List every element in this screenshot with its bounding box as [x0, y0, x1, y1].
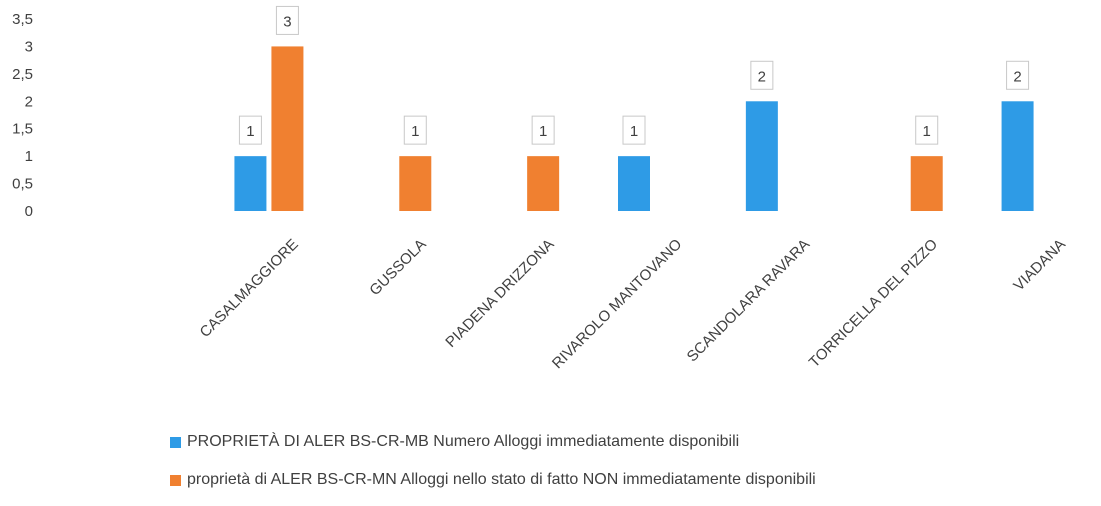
y-tick-label: 1,5	[12, 121, 33, 138]
data-label-box	[622, 115, 646, 145]
bar	[910, 156, 943, 211]
y-tick-label: 0	[25, 203, 33, 220]
data-label-box	[531, 115, 555, 145]
bar	[399, 156, 432, 211]
data-label: 1	[923, 123, 931, 140]
y-tick-label: 3	[25, 38, 33, 55]
data-label: 1	[411, 123, 419, 140]
data-label: 2	[1013, 68, 1021, 85]
x-tick-label: SCANDOLARA RAVARA	[684, 236, 814, 366]
y-axis: 0 0,5 1 1,5 2 2,5 3 3,5	[12, 11, 33, 220]
bar	[745, 101, 778, 211]
x-tick-label: TORRICELLA DEL PIZZO	[806, 236, 941, 371]
bar	[234, 156, 267, 211]
data-label-box	[1006, 60, 1030, 90]
data-label: 1	[246, 123, 254, 140]
legend-label-series-2: proprietà di ALER BS-CR-MN Alloggi nello…	[187, 471, 816, 488]
x-tick-label: VIADANA	[1010, 236, 1069, 295]
data-label-box	[275, 5, 299, 35]
x-tick-label: PIADENA DRIZZONA	[442, 236, 557, 351]
bars	[234, 46, 1034, 211]
y-tick-label: 0,5	[12, 176, 33, 193]
bar	[271, 46, 304, 211]
bar	[618, 156, 650, 211]
y-tick-label: 1	[25, 148, 33, 165]
x-tick-label: GUSSOLA	[366, 236, 429, 299]
data-label: 1	[630, 123, 638, 140]
x-tick-label: CASALMAGGIORE	[197, 236, 302, 341]
data-label-box	[750, 60, 774, 90]
data-label-box	[238, 115, 262, 145]
bar-chart: 0 0,5 1 1,5 2 2,5 3 3,5 1 3 1 1 1 2 1 2 CASALMAGGIORE G…	[12, 5, 1069, 372]
legend-item-series-1: PROPRIETÀ DI ALER BS-CR-MB Numero Allogg…	[170, 430, 1070, 454]
legend: PROPRIETÀ DI ALER BS-CR-MB Numero Allogg…	[170, 430, 1070, 506]
y-tick-label: 2,5	[12, 66, 33, 83]
legend-label-series-1: PROPRIETÀ DI ALER BS-CR-MB Numero Allogg…	[187, 433, 740, 450]
x-axis: CASALMAGGIORE GUSSOLA PIADENA DRIZZONARIVA…	[197, 236, 1069, 372]
data-label: 2	[758, 68, 766, 85]
y-tick-label: 2	[25, 93, 33, 110]
x-tick-label: RIVAROLO MANTOVANO	[549, 236, 685, 372]
data-label-box	[915, 115, 939, 145]
data-label: 1	[539, 123, 547, 140]
legend-item-series-2: proprietà di ALER BS-CR-MN Alloggi nello…	[170, 468, 1070, 492]
bar	[527, 156, 560, 211]
y-tick-label: 3,5	[12, 11, 33, 28]
data-label-box	[403, 115, 427, 145]
data-label: 3	[283, 13, 291, 30]
legend-swatch-series-2	[170, 474, 181, 486]
legend-swatch-series-1	[170, 436, 181, 448]
data-labels: 1 3 1 1 1 2 1 2	[238, 5, 1030, 145]
bar	[1001, 101, 1034, 211]
